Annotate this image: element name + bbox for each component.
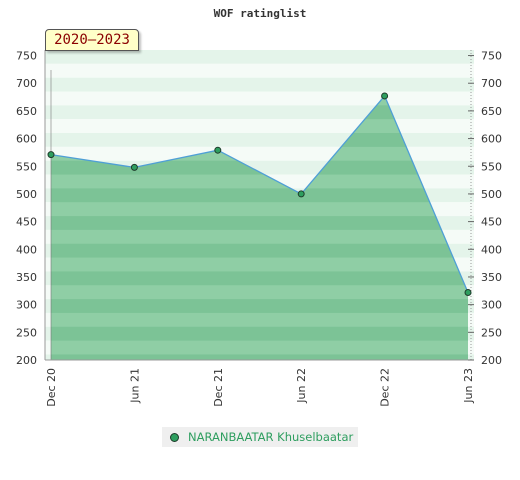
- x-tick-label: Dec 20: [45, 368, 58, 407]
- legend: NARANBAATAR Khuselbaatar: [162, 427, 358, 447]
- y-tick-label-right: 350: [481, 271, 502, 284]
- y-tick-label-left: 650: [16, 105, 37, 118]
- data-point[interactable]: [47, 151, 55, 159]
- legend-marker-icon: [170, 432, 179, 442]
- y-tick-label-left: 350: [16, 271, 37, 284]
- y-tick-label-right: 200: [481, 354, 502, 367]
- x-tick-label: Jun 21: [128, 368, 141, 404]
- area-stripe: [51, 188, 468, 203]
- y-tick-label-left: 550: [16, 160, 37, 173]
- data-point[interactable]: [297, 190, 305, 198]
- y-tick-label-right: 400: [481, 243, 502, 256]
- y-tick-label-right: 500: [481, 188, 502, 201]
- y-tick-label-right: 550: [481, 160, 502, 173]
- area-stripe: [51, 354, 468, 360]
- x-tick-label: Jun 22: [295, 368, 308, 404]
- y-tick-label-left: 250: [16, 326, 37, 339]
- x-tick-label: Dec 22: [379, 368, 392, 407]
- y-tick-label-right: 450: [481, 216, 502, 229]
- chart-title: WOF ratinglist: [214, 7, 307, 20]
- area-stripe: [51, 271, 468, 286]
- area-stripe: [51, 243, 468, 258]
- y-tick-label-left: 200: [16, 354, 37, 367]
- axes: [44, 50, 474, 361]
- x-axis: Dec 20 Jun 21 Dec 21 Jun 22 Dec 22 Jun 23: [45, 368, 475, 407]
- area-stripe: [51, 216, 468, 230]
- area-stripe: [51, 326, 468, 341]
- bg-band: [45, 105, 474, 120]
- data-point[interactable]: [214, 146, 222, 154]
- bg-band: [45, 63, 474, 78]
- series-area: [51, 95, 468, 361]
- period-label: 2020–2023: [54, 32, 130, 48]
- y-tick-label-left: 300: [16, 299, 37, 312]
- y-tick-label-left: 600: [16, 133, 37, 146]
- bg-band: [45, 119, 474, 134]
- y-axis-right: 200 250 300 350 400 450 500 550 600 650 700 750: [481, 50, 502, 367]
- y-tick-label-left: 450: [16, 216, 37, 229]
- data-point[interactable]: [130, 163, 138, 171]
- y-tick-label-right: 700: [481, 77, 502, 90]
- period-badge: 2020–2023: [45, 29, 139, 51]
- data-point[interactable]: [381, 92, 389, 100]
- y-tick-label-right: 650: [481, 105, 502, 118]
- legend-series-name: NARANBAATAR Khuselbaatar: [188, 430, 354, 444]
- data-points: [47, 92, 472, 296]
- data-point[interactable]: [464, 288, 472, 296]
- area-stripe: [51, 299, 468, 313]
- bg-band: [45, 50, 474, 64]
- bg-band: [45, 77, 474, 92]
- y-tick-label-left: 750: [16, 50, 37, 63]
- bg-band: [45, 91, 474, 106]
- x-tick-label: Dec 21: [212, 368, 225, 407]
- y-tick-label-left: 500: [16, 188, 37, 201]
- y-axis-left: 200 250 300 350 400 450 500 550 600 650 700 750: [16, 50, 37, 367]
- y-tick-label-right: 300: [481, 299, 502, 312]
- y-tick-label-right: 600: [481, 133, 502, 146]
- y-tick-label-right: 750: [481, 50, 502, 63]
- y-tick-label-right: 250: [481, 326, 502, 339]
- y-tick-label-left: 700: [16, 77, 37, 90]
- series-line: [50, 94, 469, 293]
- bg-band: [45, 133, 474, 147]
- y-tick-label-left: 400: [16, 243, 37, 256]
- x-tick-label: Jun 23: [462, 368, 475, 404]
